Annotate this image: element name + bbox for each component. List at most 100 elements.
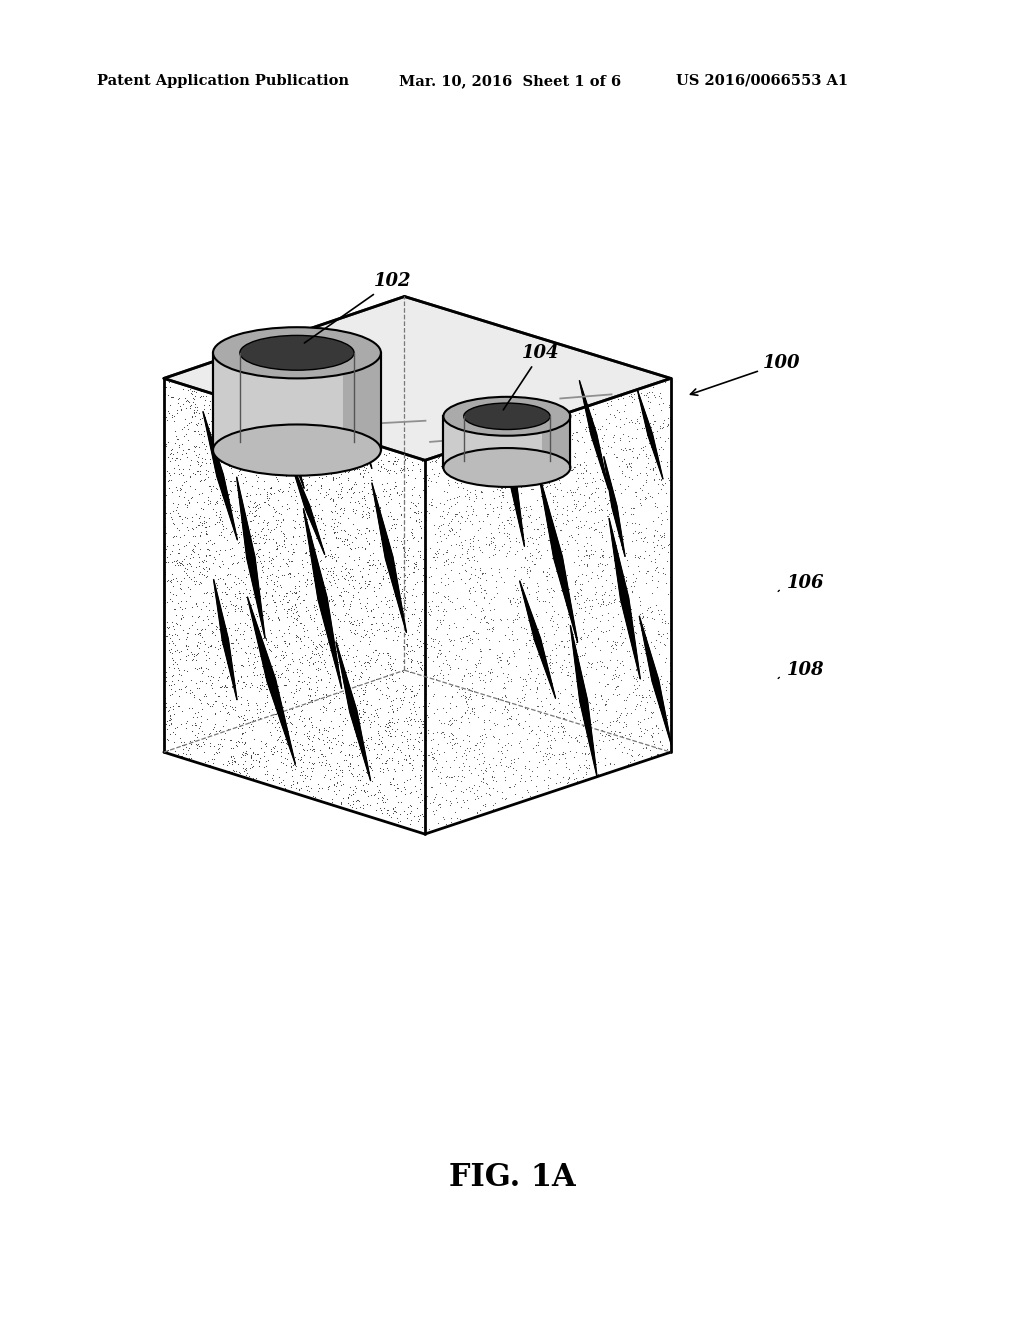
Point: [264, 698, 281, 719]
Point: [213, 429, 229, 450]
Point: [375, 568, 391, 589]
Point: [353, 626, 370, 647]
Point: [349, 490, 366, 511]
Point: [413, 461, 429, 482]
Point: [553, 715, 569, 737]
Point: [266, 409, 283, 430]
Point: [291, 665, 307, 686]
Point: [179, 565, 196, 586]
Point: [575, 692, 592, 713]
Point: [647, 715, 664, 737]
Point: [476, 746, 493, 767]
Point: [557, 678, 573, 700]
Point: [234, 411, 251, 432]
Point: [215, 595, 231, 616]
Point: [417, 595, 433, 616]
Point: [316, 546, 333, 568]
Point: [520, 715, 537, 737]
Point: [627, 480, 643, 502]
Point: [421, 818, 437, 840]
Point: [498, 788, 514, 809]
Point: [250, 706, 266, 727]
Point: [458, 659, 474, 680]
Point: [232, 421, 249, 442]
Point: [364, 623, 380, 644]
Point: [442, 722, 459, 743]
Point: [252, 550, 268, 572]
Point: [282, 564, 298, 585]
Point: [218, 469, 234, 490]
Point: [238, 412, 254, 433]
Point: [555, 702, 571, 723]
Point: [302, 766, 318, 787]
Point: [475, 768, 492, 789]
Point: [231, 714, 248, 735]
Point: [618, 612, 635, 634]
Point: [399, 648, 416, 669]
Point: [522, 512, 539, 533]
Point: [243, 643, 259, 664]
Point: [568, 689, 585, 710]
Point: [365, 553, 381, 574]
Point: [440, 586, 457, 607]
Point: [346, 664, 362, 685]
Point: [447, 616, 464, 638]
Point: [360, 750, 377, 771]
Point: [358, 593, 375, 614]
Point: [187, 556, 204, 577]
Point: [472, 540, 488, 561]
Point: [337, 553, 353, 574]
Point: [571, 411, 588, 432]
Point: [167, 623, 183, 644]
Point: [234, 582, 251, 603]
Point: [402, 729, 419, 750]
Point: [338, 603, 354, 624]
Point: [468, 504, 484, 525]
Point: [444, 634, 461, 655]
Point: [543, 432, 559, 453]
Point: [302, 684, 318, 705]
Point: [555, 741, 571, 762]
Point: [330, 503, 346, 524]
Point: [253, 667, 269, 688]
Point: [655, 392, 672, 413]
Point: [497, 432, 513, 453]
Point: [528, 587, 545, 609]
Point: [341, 562, 357, 583]
Point: [208, 619, 224, 640]
Point: [540, 451, 556, 473]
Point: [474, 541, 490, 562]
Point: [499, 756, 515, 777]
Point: [552, 520, 568, 541]
Point: [368, 783, 384, 804]
Point: [360, 727, 377, 748]
Point: [437, 772, 454, 793]
Point: [552, 420, 568, 441]
Point: [596, 480, 612, 502]
Point: [480, 660, 497, 681]
Point: [485, 760, 502, 781]
Point: [350, 482, 367, 503]
Point: [390, 708, 407, 729]
Point: [506, 748, 522, 770]
Point: [245, 531, 261, 552]
Point: [431, 539, 447, 560]
Point: [169, 639, 185, 660]
Point: [194, 618, 210, 639]
Point: [304, 739, 321, 760]
Point: [396, 465, 413, 486]
Point: [341, 743, 357, 764]
Point: [311, 462, 328, 483]
Point: [615, 528, 632, 549]
Point: [158, 697, 174, 718]
Point: [230, 490, 247, 511]
Point: [299, 619, 315, 640]
Point: [318, 700, 335, 721]
Point: [203, 733, 219, 754]
Point: [264, 656, 281, 677]
Point: [361, 558, 378, 579]
Point: [214, 634, 230, 655]
Point: [328, 495, 344, 516]
Point: [397, 449, 414, 470]
Point: [550, 603, 566, 624]
